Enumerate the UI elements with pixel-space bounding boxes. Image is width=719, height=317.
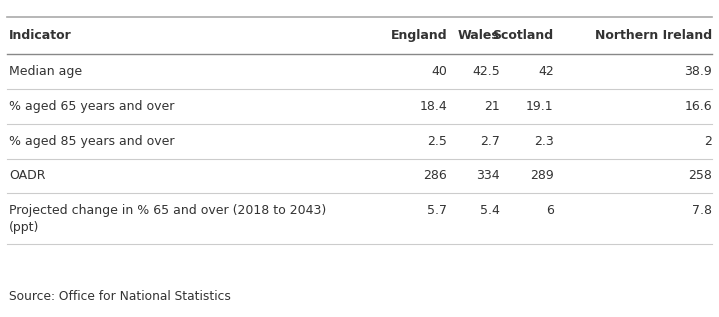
Text: 2: 2 xyxy=(704,134,712,148)
Text: 5.7: 5.7 xyxy=(427,204,447,217)
Text: Projected change in % 65 and over (2018 to 2043): Projected change in % 65 and over (2018 … xyxy=(9,204,326,217)
Text: England: England xyxy=(390,29,447,42)
Text: Indicator: Indicator xyxy=(9,29,72,42)
Text: 6: 6 xyxy=(546,204,554,217)
Text: 286: 286 xyxy=(423,169,447,183)
Text: Median age: Median age xyxy=(9,65,83,78)
Text: (ppt): (ppt) xyxy=(9,221,40,234)
Text: 5.4: 5.4 xyxy=(480,204,500,217)
Text: 42: 42 xyxy=(538,65,554,78)
Text: 21: 21 xyxy=(484,100,500,113)
Text: 334: 334 xyxy=(476,169,500,183)
Text: 7.8: 7.8 xyxy=(692,204,712,217)
Text: Source: Office for National Statistics: Source: Office for National Statistics xyxy=(9,290,232,303)
Text: 2.5: 2.5 xyxy=(427,134,447,148)
Text: % aged 65 years and over: % aged 65 years and over xyxy=(9,100,175,113)
Text: 258: 258 xyxy=(688,169,712,183)
Text: % aged 85 years and over: % aged 85 years and over xyxy=(9,134,175,148)
Text: 18.4: 18.4 xyxy=(419,100,447,113)
Text: Northern Ireland: Northern Ireland xyxy=(595,29,712,42)
Text: Scotland: Scotland xyxy=(493,29,554,42)
Text: 19.1: 19.1 xyxy=(526,100,554,113)
Text: 16.6: 16.6 xyxy=(684,100,712,113)
Text: 289: 289 xyxy=(530,169,554,183)
Text: 40: 40 xyxy=(431,65,447,78)
Text: 2.3: 2.3 xyxy=(534,134,554,148)
Text: Wales: Wales xyxy=(458,29,500,42)
Text: 42.5: 42.5 xyxy=(472,65,500,78)
Text: OADR: OADR xyxy=(9,169,46,183)
Text: 38.9: 38.9 xyxy=(684,65,712,78)
Text: 2.7: 2.7 xyxy=(480,134,500,148)
